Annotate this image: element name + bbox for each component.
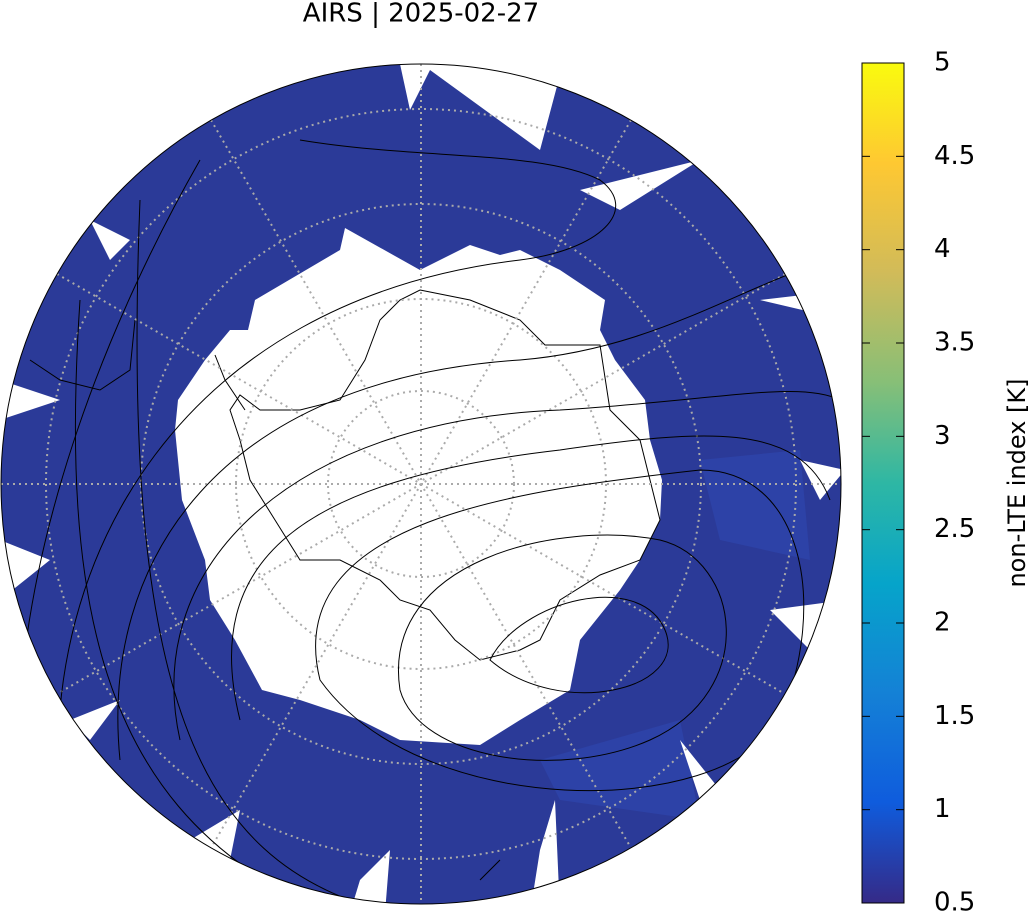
- graticule: [1, 64, 841, 904]
- tick-label: 3.5: [934, 328, 975, 358]
- tick-label: 3: [934, 421, 951, 451]
- map: [1, 64, 841, 904]
- tick-label: 1: [934, 794, 951, 824]
- tick-label: 4.5: [934, 141, 975, 171]
- colorbar: [861, 62, 905, 904]
- coastline-islands: [29, 319, 501, 881]
- data-field-highlight: [540, 450, 810, 820]
- tick-label: 2: [934, 608, 951, 638]
- tick-label: 0.5: [934, 888, 975, 914]
- colorbar-label: non-LTE index [K]: [1003, 378, 1031, 587]
- colorbar-ticks: 0.5 1 1.5 2 2.5 3 3.5 4 4.5 5: [862, 48, 975, 917]
- data-gap: [175, 228, 662, 745]
- tick-label: 1.5: [934, 701, 975, 731]
- contours: [17, 139, 841, 904]
- title: AIRS | 2025-02-27: [303, 0, 539, 29]
- tick-label: 4: [934, 234, 951, 264]
- tick-label: 5: [934, 48, 951, 78]
- tick-label: 2.5: [934, 514, 975, 544]
- map-border: [0, 63, 842, 905]
